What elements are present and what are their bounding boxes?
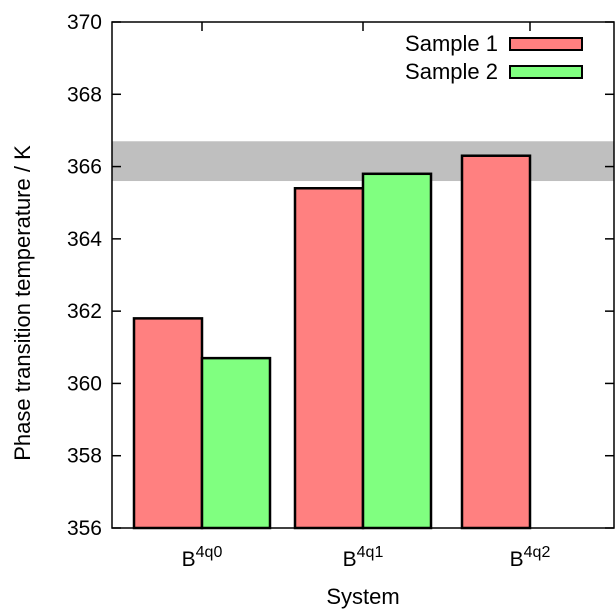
legend-swatch	[509, 65, 583, 79]
x-tick-label: B4q2	[510, 544, 551, 571]
y-axis-title: Phase transition temperature / K	[10, 145, 35, 461]
bars-layer	[132, 154, 532, 530]
y-tick-label: 356	[67, 517, 102, 540]
bar-sample-2-4q1	[361, 172, 433, 530]
y-tick-label: 358	[67, 445, 102, 468]
legend: Sample 1 Sample 2	[405, 31, 583, 84]
y-tick-label: 360	[67, 372, 102, 395]
y-tick-label: 370	[67, 11, 102, 34]
bar-sample-1-4q2	[460, 154, 532, 530]
y-tick-label: 362	[67, 300, 102, 323]
y-tick-label: 368	[67, 83, 102, 106]
legend-label: Sample 1	[405, 31, 498, 56]
y-tick-label: 366	[67, 156, 102, 179]
bar-sample-1-4q0	[132, 317, 204, 530]
x-axis-title: System	[326, 584, 399, 609]
legend-label: Sample 2	[405, 59, 498, 84]
bar-sample-1-4q1	[293, 187, 365, 530]
legend-swatch	[509, 37, 583, 51]
x-tick-label: B4q1	[343, 544, 384, 571]
x-tick-label: B4q0	[182, 544, 223, 571]
bar-sample-2-4q0	[200, 356, 272, 530]
y-tick-label: 364	[67, 228, 102, 251]
axes-layer: 356 358 360 362 364 366 368 370 B4q0 B4q1 B4q2	[67, 11, 615, 571]
